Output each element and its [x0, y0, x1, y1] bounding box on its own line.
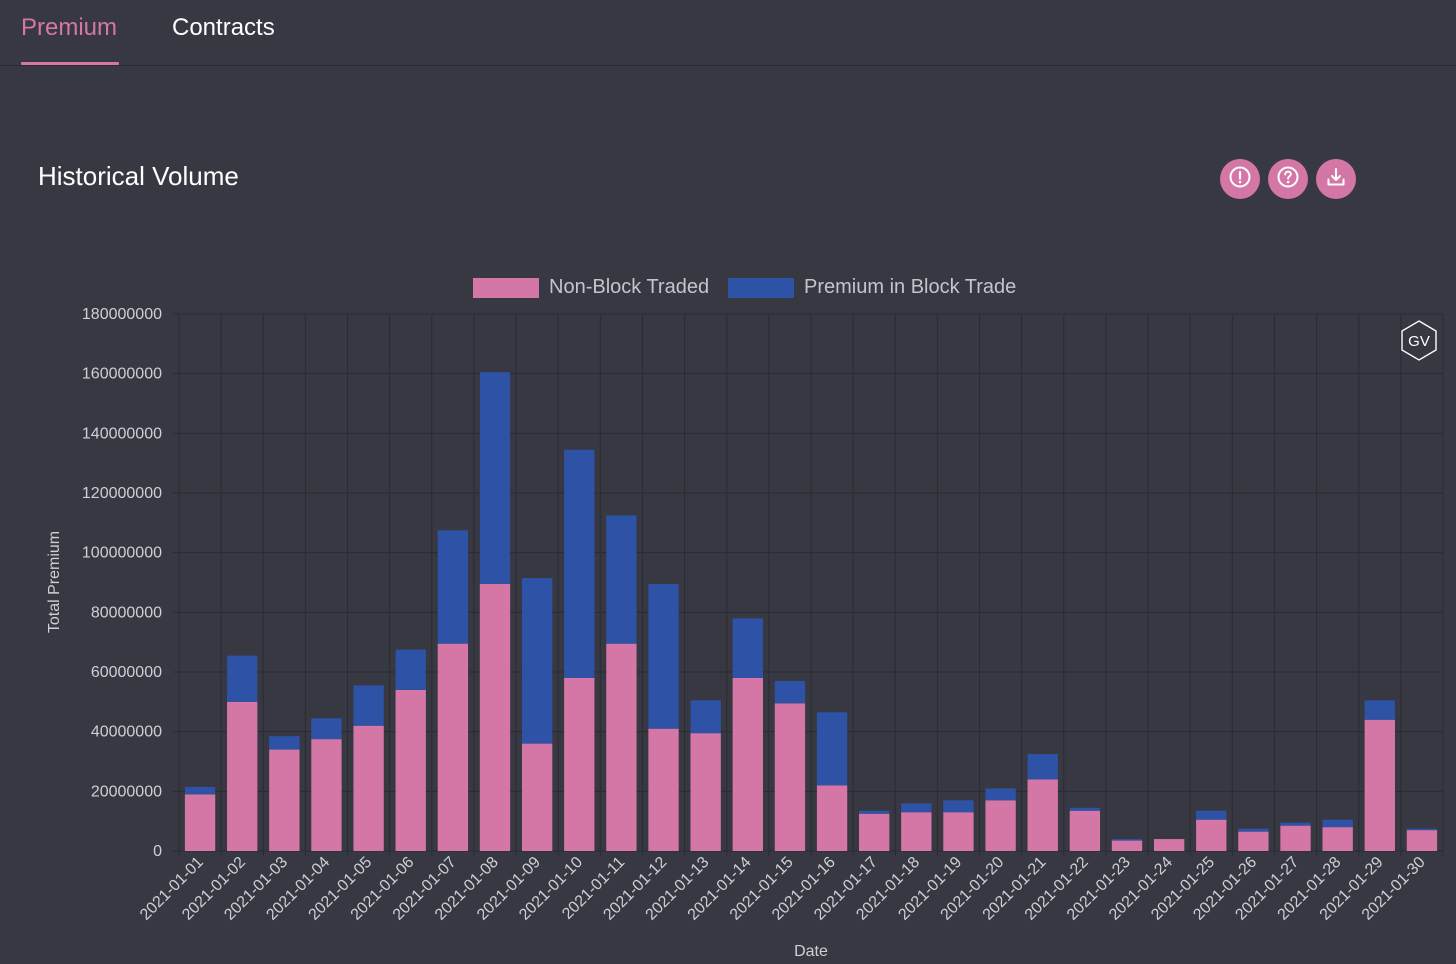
watermark-text: GV: [1408, 333, 1430, 350]
bar-non-block[interactable]: [1027, 779, 1058, 851]
bar-block[interactable]: [816, 712, 848, 786]
bar-non-block[interactable]: [269, 749, 300, 851]
active-tab-indicator: [21, 62, 119, 65]
bar-non-block[interactable]: [859, 813, 890, 851]
help-button[interactable]: [1268, 159, 1308, 199]
bar-non-block[interactable]: [564, 677, 595, 851]
legend-label-non-block: Non-Block Traded: [549, 276, 710, 298]
bar-non-block[interactable]: [1406, 830, 1438, 851]
bar-non-block[interactable]: [1280, 825, 1311, 851]
bar-block[interactable]: [1322, 819, 1353, 828]
y-tick-label: 160000000: [82, 366, 162, 383]
bar-block[interactable]: [227, 655, 258, 702]
y-tick-label: 140000000: [82, 425, 162, 442]
bar-non-block[interactable]: [311, 739, 342, 851]
bar-block[interactable]: [1196, 810, 1227, 820]
legend-swatch-block: [728, 278, 794, 298]
bar-non-block[interactable]: [437, 643, 469, 851]
bar-non-block[interactable]: [1069, 810, 1101, 851]
help-icon: [1276, 165, 1300, 194]
bar-block[interactable]: [564, 449, 595, 678]
bar-block[interactable]: [184, 786, 216, 795]
bar-non-block[interactable]: [227, 701, 258, 851]
bar-block[interactable]: [1280, 822, 1311, 826]
bar-block[interactable]: [774, 680, 806, 704]
y-tick-label: 80000000: [91, 604, 162, 621]
bar-non-block[interactable]: [606, 643, 637, 851]
bar-non-block[interactable]: [1364, 719, 1395, 851]
bar-block[interactable]: [1069, 807, 1101, 811]
y-tick-label: 60000000: [91, 664, 162, 681]
bar-block[interactable]: [1111, 839, 1143, 841]
download-icon: [1324, 165, 1348, 194]
bar-non-block[interactable]: [353, 725, 384, 851]
legend-swatch-non-block: [473, 278, 539, 298]
download-button[interactable]: [1316, 159, 1356, 199]
bar-non-block[interactable]: [648, 728, 679, 851]
bar-non-block[interactable]: [774, 703, 806, 851]
bar-block[interactable]: [1406, 828, 1438, 831]
bar-block[interactable]: [859, 810, 890, 814]
bar-block[interactable]: [648, 583, 679, 729]
bar-block[interactable]: [901, 803, 932, 813]
bar-non-block[interactable]: [521, 743, 553, 851]
tab-contracts[interactable]: Contracts: [172, 14, 275, 41]
x-axis-title: Date: [794, 943, 828, 960]
bar-non-block[interactable]: [816, 785, 848, 851]
y-tick-label: 120000000: [82, 485, 162, 502]
y-tick-label: 40000000: [91, 724, 162, 741]
y-axis-title: Total Premium: [46, 531, 63, 633]
bar-non-block[interactable]: [184, 794, 216, 851]
section-title: Historical Volume: [38, 161, 239, 191]
bar-non-block[interactable]: [395, 689, 426, 851]
bar-block[interactable]: [437, 530, 469, 644]
bar-block[interactable]: [269, 736, 300, 750]
bar-block[interactable]: [690, 700, 721, 734]
bar-non-block[interactable]: [1238, 831, 1269, 851]
bar-block[interactable]: [1364, 700, 1395, 720]
bar-non-block[interactable]: [690, 733, 721, 851]
legend-label-block: Premium in Block Trade: [804, 276, 1017, 298]
bar-block[interactable]: [395, 649, 426, 690]
bar-non-block[interactable]: [479, 583, 511, 851]
bar-non-block[interactable]: [1322, 827, 1353, 851]
bar-non-block[interactable]: [985, 800, 1016, 851]
bar-block[interactable]: [943, 800, 974, 813]
bar-non-block[interactable]: [1196, 819, 1227, 851]
bar-block[interactable]: [1027, 754, 1058, 780]
bar-block[interactable]: [1238, 828, 1269, 832]
tab-bar: Premium Contracts: [0, 0, 1456, 66]
bar-non-block[interactable]: [943, 812, 974, 851]
bar-block[interactable]: [479, 372, 511, 584]
bar-block[interactable]: [732, 618, 763, 678]
bar-non-block[interactable]: [1153, 839, 1185, 851]
bar-non-block[interactable]: [1111, 840, 1143, 851]
y-tick-label: 180000000: [82, 306, 162, 323]
y-tick-label: 100000000: [82, 545, 162, 562]
bar-block[interactable]: [311, 718, 342, 740]
y-tick-label: 20000000: [91, 783, 162, 800]
bar-block[interactable]: [353, 685, 384, 726]
alert-icon: [1228, 165, 1252, 194]
watermark-logo: GV: [1401, 320, 1437, 361]
bar-block[interactable]: [606, 515, 637, 644]
bar-block[interactable]: [985, 788, 1016, 801]
bar-block[interactable]: [521, 578, 553, 744]
y-tick-label: 0: [153, 843, 162, 860]
tab-premium[interactable]: Premium: [21, 14, 118, 41]
bar-non-block[interactable]: [901, 812, 932, 851]
bar-non-block[interactable]: [732, 677, 763, 851]
alert-button[interactable]: [1220, 159, 1260, 199]
